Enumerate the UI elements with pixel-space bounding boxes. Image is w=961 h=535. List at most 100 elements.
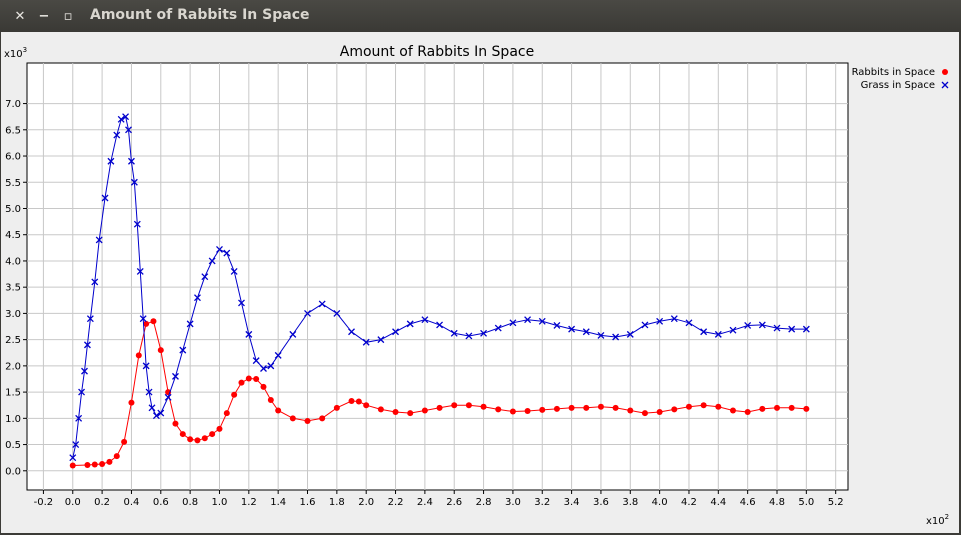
data-point: [553, 405, 560, 412]
data-point: [377, 406, 384, 413]
data-point: [729, 326, 737, 334]
data-point: [729, 407, 736, 414]
data-point: [539, 406, 546, 413]
data-point: [289, 415, 296, 422]
data-point: [164, 393, 172, 401]
data-point: [172, 420, 179, 427]
data-point: [81, 367, 88, 375]
y-tick-label: 5.0: [5, 204, 21, 215]
x-tick-label: 0.2: [94, 497, 110, 508]
data-point: [685, 319, 693, 327]
x-tick-label: 2.4: [417, 497, 433, 508]
minimize-icon[interactable]: −: [38, 8, 50, 24]
data-point: [480, 403, 487, 410]
data-point: [304, 309, 311, 317]
x-tick-label: 1.4: [270, 497, 286, 508]
data-point: [152, 412, 160, 420]
data-point: [274, 351, 282, 359]
data-point: [267, 362, 275, 370]
y-multiplier-label: x103: [4, 46, 27, 60]
chart-svg: -0.2 0.0 0.2 0.4 0.6 0.8 1.0 1.2 1.4 1.6 1.8 2.0 2.2…: [4, 44, 949, 527]
x-tick-label: 1.8: [329, 497, 345, 508]
data-point: [157, 347, 164, 354]
x-tick-label: 2.0: [358, 497, 374, 508]
data-point: [69, 454, 77, 462]
x-tick-label: 2.8: [476, 497, 492, 508]
x-tick-label: 4.4: [710, 497, 726, 508]
data-point: [451, 402, 458, 409]
series: [69, 113, 810, 469]
x-tick-label: -0.2: [34, 497, 54, 508]
x-tick-label: 4.2: [681, 497, 697, 508]
data-point: [143, 320, 150, 327]
title-bar: ✕ − ▫ Amount of Rabbits In Space: [0, 0, 961, 32]
data-point: [289, 330, 297, 338]
data-point: [223, 410, 230, 417]
x-tick-label: 3.2: [534, 497, 550, 508]
data-point: [194, 294, 201, 302]
data-point: [201, 435, 208, 442]
data-point: [260, 365, 267, 372]
x-tick-label: 4.0: [652, 497, 668, 508]
y-tick-label: 6.0: [5, 152, 21, 163]
data-point: [348, 398, 355, 405]
plot-area: [26, 62, 849, 491]
y-tick-label: 4.0: [5, 256, 21, 267]
data-point: [231, 391, 238, 398]
x-tick-label: 3.4: [564, 497, 580, 508]
data-point: [157, 409, 165, 417]
data-point: [179, 346, 187, 354]
data-point: [465, 332, 473, 340]
data-point: [612, 333, 620, 341]
y-tick-label: 4.5: [5, 230, 21, 241]
data-point: [495, 406, 502, 413]
y-tick-label: 2.5: [5, 335, 21, 346]
data-point: [260, 383, 267, 390]
y-tick-label: 1.0: [5, 414, 21, 425]
data-point: [421, 316, 429, 324]
data-point: [480, 329, 488, 337]
close-icon[interactable]: ✕: [14, 8, 26, 24]
data-point: [304, 417, 311, 424]
data-point: [78, 388, 86, 396]
x-tick-label: 0.4: [123, 497, 139, 508]
data-point: [700, 328, 708, 336]
data-point: [714, 330, 722, 338]
data-point: [99, 460, 106, 467]
chart-title: Amount of Rabbits In Space: [340, 44, 534, 60]
data-point: [524, 316, 532, 324]
data-point: [187, 436, 194, 443]
data-point: [145, 388, 153, 396]
data-point: [348, 328, 355, 336]
data-point: [72, 441, 80, 449]
data-point: [363, 402, 370, 409]
data-point: [671, 406, 678, 413]
data-point: [238, 379, 245, 386]
data-point: [641, 321, 649, 329]
data-point: [377, 336, 385, 344]
data-point: [130, 178, 138, 186]
data-point: [133, 220, 141, 228]
data-point: [208, 257, 216, 265]
data-point: [150, 318, 157, 325]
data-point: [318, 300, 326, 308]
data-point: [392, 328, 399, 336]
data-point: [788, 404, 795, 411]
x-tick-label: 3.0: [505, 497, 521, 508]
data-point: [128, 399, 135, 406]
y-tick-label: 3.0: [5, 309, 21, 320]
series-rabbits: [69, 318, 810, 469]
data-point: [238, 299, 245, 307]
data-point: [758, 321, 766, 329]
data-point: [656, 317, 664, 325]
data-point: [700, 402, 707, 409]
data-point: [267, 396, 274, 403]
data-point: [421, 407, 428, 414]
data-point: [773, 404, 780, 411]
y-tick-label: 5.5: [5, 178, 21, 189]
window-title: Amount of Rabbits In Space: [90, 7, 310, 23]
y-tick-label: 7.0: [5, 99, 21, 110]
data-point: [216, 245, 223, 253]
maximize-icon[interactable]: ▫: [63, 8, 73, 24]
data-point: [194, 437, 201, 444]
